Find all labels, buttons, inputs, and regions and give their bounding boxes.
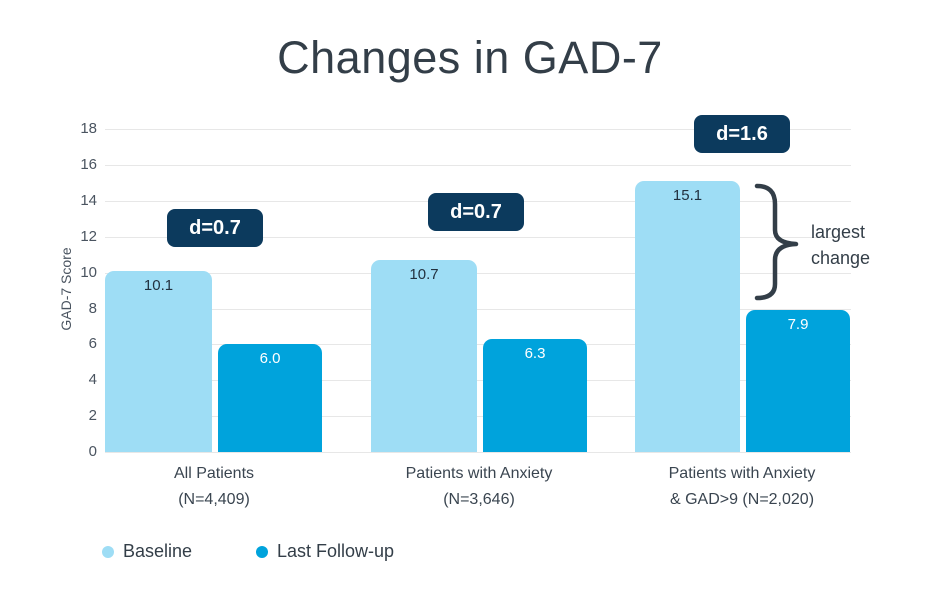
gridline-12 — [105, 237, 851, 238]
legend-label-baseline: Baseline — [123, 541, 193, 561]
y-tick-label: 8 — [88, 300, 97, 317]
legend-label-followup: Last Follow-up — [277, 541, 395, 561]
bar-followup-all-patients: 6.0 — [218, 344, 322, 452]
legend-dot-followup-icon — [256, 545, 268, 558]
bar-baseline-anxiety-gad9: 15.1 — [635, 181, 740, 452]
y-tick-label: 2 — [88, 407, 97, 424]
x-label-line: Patients with Anxiety — [405, 465, 553, 482]
chart-title: Changes in GAD-7 — [277, 32, 663, 83]
y-tick-label: 14 — [80, 192, 97, 209]
y-tick-label: 4 — [88, 371, 97, 388]
effect-size-badge-anxiety-gad9: d=1.6 — [694, 115, 790, 153]
bar-baseline-all-patients: 10.1 — [105, 271, 212, 452]
y-tick-label: 0 — [88, 443, 97, 460]
gridline-8 — [105, 309, 851, 310]
effect-size-badge-all-patients: d=0.7 — [167, 209, 263, 247]
curly-brace-icon — [754, 183, 799, 301]
y-tick-label: 18 — [80, 120, 97, 137]
y-tick-label: 6 — [88, 335, 97, 352]
largest-change-annotation: largest change — [811, 219, 870, 271]
bar-value-label: 6.0 — [259, 350, 281, 367]
y-tick-label: 16 — [80, 156, 97, 173]
legend-item-followup: Last Follow-up — [256, 541, 394, 562]
bar-followup-anxiety-gad9: 7.9 — [746, 310, 850, 452]
annotation-line: largest — [811, 222, 866, 242]
effect-size-badge-anxiety: d=0.7 — [428, 193, 524, 231]
x-label-line: (N=3,646) — [443, 491, 515, 508]
gridline-10 — [105, 273, 851, 274]
gridline-2 — [105, 416, 851, 417]
annotation-line: change — [811, 248, 871, 268]
x-label-line: (N=4,409) — [178, 491, 250, 508]
gridline-6 — [105, 344, 851, 345]
bar-value-label: 6.3 — [524, 345, 546, 362]
bar-value-label: 7.9 — [787, 316, 809, 333]
y-tick-label: 12 — [80, 228, 97, 245]
x-label-line: All Patients — [173, 465, 255, 482]
legend-dot-baseline-icon — [102, 545, 114, 558]
gridline-18 — [105, 129, 851, 130]
y-tick-label: 10 — [80, 264, 97, 281]
gridline-16 — [105, 165, 851, 166]
x-label-anxiety: Patients with Anxiety (N=3,646) — [349, 461, 609, 513]
x-label-line: Patients with Anxiety — [668, 465, 816, 482]
legend-item-baseline: Baseline — [102, 541, 192, 562]
bar-value-label: 10.1 — [143, 277, 174, 294]
bar-baseline-anxiety: 10.7 — [371, 260, 477, 452]
bar-value-label: 15.1 — [672, 187, 703, 204]
gridline-0 — [105, 452, 851, 453]
x-label-all-patients: All Patients (N=4,409) — [84, 461, 344, 513]
x-label-line: & GAD>9 (N=2,020) — [669, 491, 815, 508]
bar-followup-anxiety: 6.3 — [483, 339, 587, 452]
y-axis-title: GAD-7 Score — [58, 247, 74, 331]
bar-value-label: 10.7 — [409, 266, 439, 283]
gridline-4 — [105, 380, 851, 381]
x-label-anxiety-gad9: Patients with Anxiety & GAD>9 (N=2,020) — [612, 461, 872, 513]
